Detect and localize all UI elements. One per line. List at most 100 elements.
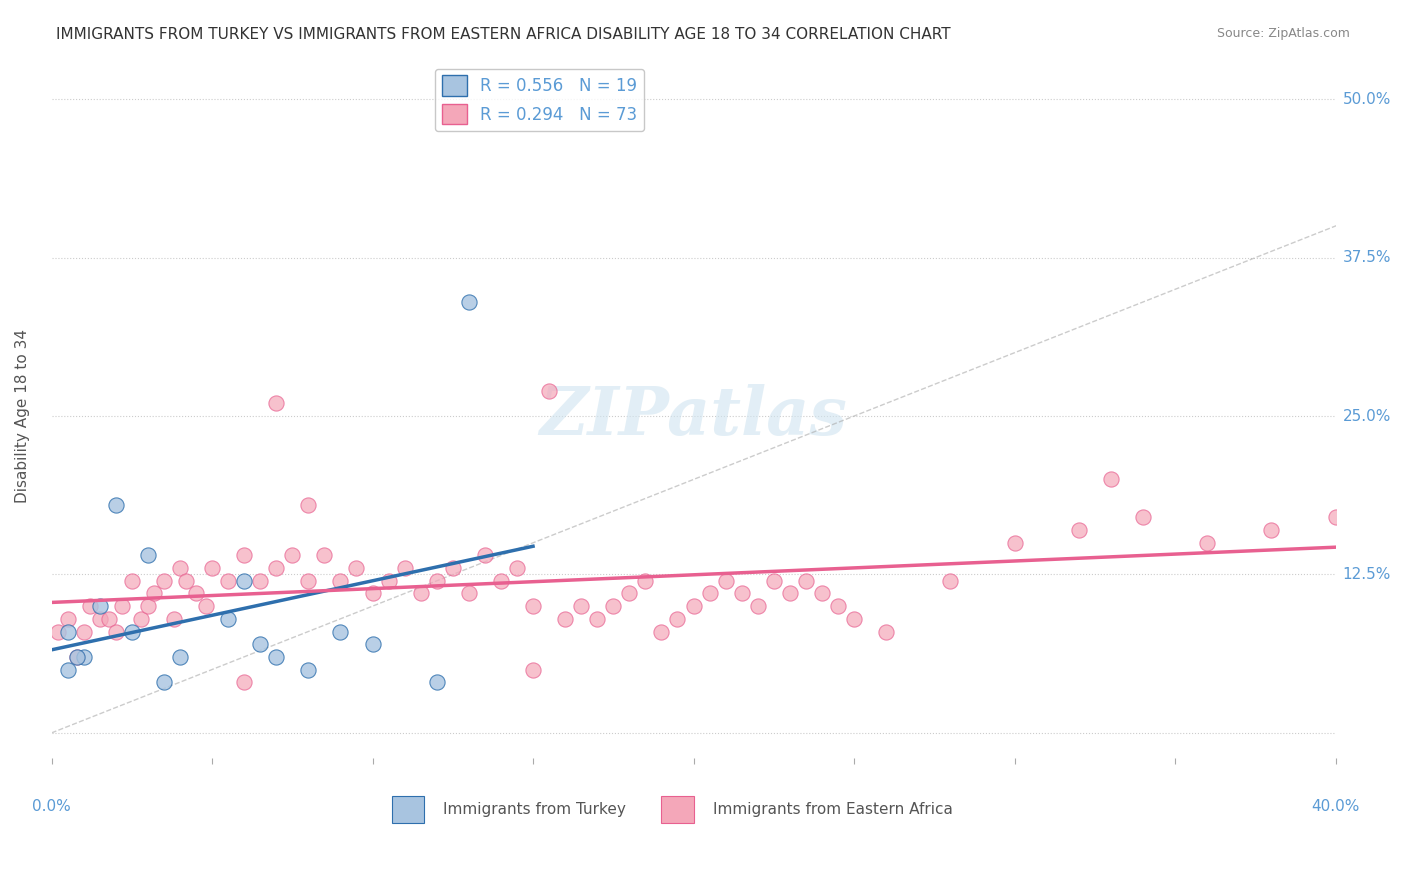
Point <box>104 498 127 512</box>
Text: ZIPatlas: ZIPatlas <box>540 384 848 449</box>
Point <box>666 612 689 626</box>
Point <box>56 663 79 677</box>
Text: 50.0%: 50.0% <box>1343 92 1391 107</box>
Point <box>111 599 134 614</box>
Point <box>104 624 127 639</box>
Legend: R = 0.556   N = 19, R = 0.294   N = 73: R = 0.556 N = 19, R = 0.294 N = 73 <box>434 69 644 131</box>
Point <box>1324 510 1347 524</box>
Point <box>121 624 143 639</box>
Point <box>441 561 464 575</box>
Point <box>426 574 449 588</box>
Point <box>233 549 256 563</box>
Point <box>56 612 79 626</box>
Point <box>1067 523 1090 537</box>
Point <box>619 586 641 600</box>
Text: Immigrants from Eastern Africa: Immigrants from Eastern Africa <box>713 802 953 817</box>
Point <box>842 612 865 626</box>
Point <box>474 549 496 563</box>
Point <box>297 663 319 677</box>
Point <box>46 624 69 639</box>
Point <box>281 549 304 563</box>
Point <box>699 586 721 600</box>
Point <box>98 612 121 626</box>
Text: 25.0%: 25.0% <box>1343 409 1391 424</box>
Point <box>634 574 657 588</box>
Point <box>794 574 817 588</box>
Point <box>538 384 561 398</box>
Point <box>586 612 609 626</box>
Point <box>297 498 319 512</box>
Text: IMMIGRANTS FROM TURKEY VS IMMIGRANTS FROM EASTERN AFRICA DISABILITY AGE 18 TO 34: IMMIGRANTS FROM TURKEY VS IMMIGRANTS FRO… <box>56 27 950 42</box>
Point <box>143 586 166 600</box>
Point <box>249 574 271 588</box>
Point <box>184 586 207 600</box>
Point <box>264 396 287 410</box>
Point <box>131 612 153 626</box>
Point <box>201 561 224 575</box>
Point <box>650 624 672 639</box>
Point <box>264 561 287 575</box>
Point <box>136 549 159 563</box>
Text: Source: ZipAtlas.com: Source: ZipAtlas.com <box>1216 27 1350 40</box>
Point <box>121 574 143 588</box>
Point <box>457 295 479 310</box>
Text: 0.0%: 0.0% <box>32 799 70 814</box>
Point <box>169 561 191 575</box>
Point <box>217 574 239 588</box>
Point <box>72 649 94 664</box>
Point <box>569 599 592 614</box>
Point <box>264 649 287 664</box>
Point <box>554 612 576 626</box>
Point <box>66 649 89 664</box>
Point <box>875 624 897 639</box>
Point <box>377 574 399 588</box>
Point <box>169 649 191 664</box>
Point <box>153 675 176 690</box>
Point <box>394 561 416 575</box>
Point <box>457 586 479 600</box>
Point <box>56 624 79 639</box>
Point <box>79 599 101 614</box>
Point <box>939 574 962 588</box>
Point <box>682 599 704 614</box>
Point <box>153 574 176 588</box>
Point <box>506 561 529 575</box>
Point <box>297 574 319 588</box>
Point <box>827 599 849 614</box>
Point <box>66 649 89 664</box>
Point <box>522 663 544 677</box>
Point <box>602 599 624 614</box>
Point <box>779 586 801 600</box>
Point <box>361 637 384 651</box>
Point <box>314 549 336 563</box>
Point <box>136 599 159 614</box>
Point <box>346 561 368 575</box>
Point <box>1197 536 1219 550</box>
Point <box>233 574 256 588</box>
Text: 37.5%: 37.5% <box>1343 250 1391 265</box>
Point <box>329 574 352 588</box>
Point <box>747 599 769 614</box>
Bar <box>392 796 423 823</box>
Point <box>426 675 449 690</box>
Point <box>1260 523 1282 537</box>
Point <box>361 586 384 600</box>
Point <box>176 574 198 588</box>
Point <box>731 586 754 600</box>
Point <box>811 586 834 600</box>
Point <box>409 586 432 600</box>
Point <box>1132 510 1154 524</box>
Point <box>89 612 111 626</box>
Point <box>194 599 217 614</box>
Point <box>249 637 271 651</box>
Text: Immigrants from Turkey: Immigrants from Turkey <box>443 802 626 817</box>
Point <box>162 612 184 626</box>
Point <box>329 624 352 639</box>
Point <box>1004 536 1026 550</box>
Bar <box>661 796 693 823</box>
Point <box>489 574 512 588</box>
Text: 12.5%: 12.5% <box>1343 567 1391 582</box>
Text: 40.0%: 40.0% <box>1312 799 1360 814</box>
Point <box>217 612 239 626</box>
Point <box>714 574 737 588</box>
